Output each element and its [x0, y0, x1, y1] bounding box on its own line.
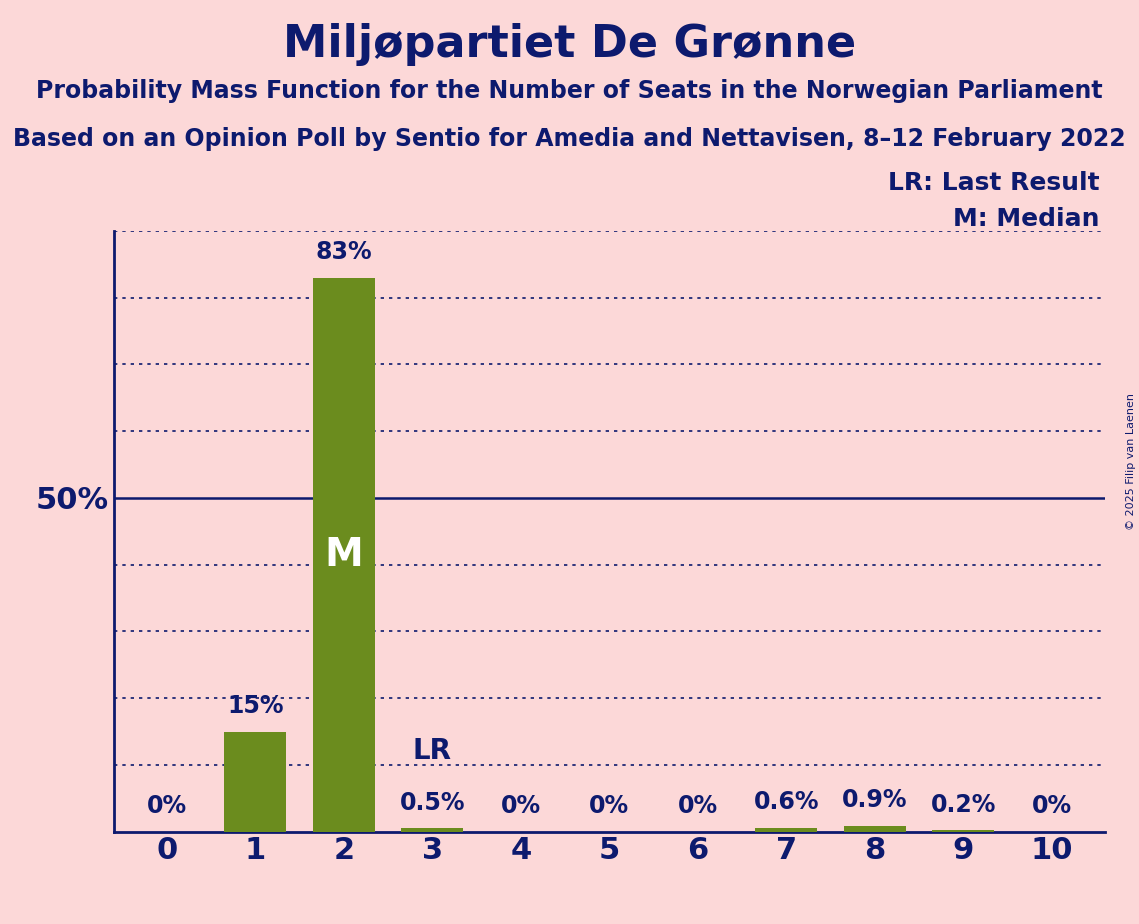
Bar — [313, 278, 375, 832]
Text: 0%: 0% — [147, 795, 187, 819]
Bar — [401, 828, 464, 832]
Text: © 2025 Filip van Laenen: © 2025 Filip van Laenen — [1126, 394, 1136, 530]
Text: 0%: 0% — [1032, 795, 1072, 819]
Bar — [224, 732, 286, 832]
Text: Based on an Opinion Poll by Sentio for Amedia and Nettavisen, 8–12 February 2022: Based on an Opinion Poll by Sentio for A… — [14, 127, 1125, 151]
Text: 83%: 83% — [316, 240, 372, 264]
Bar — [755, 828, 818, 832]
Text: LR: LR — [413, 736, 452, 765]
Text: 0%: 0% — [678, 795, 718, 819]
Text: Miljøpartiet De Grønne: Miljøpartiet De Grønne — [282, 23, 857, 67]
Text: 0%: 0% — [589, 795, 630, 819]
Text: 0.6%: 0.6% — [754, 790, 819, 814]
Text: 0.2%: 0.2% — [931, 793, 995, 817]
Bar — [933, 831, 994, 832]
Bar — [844, 826, 906, 832]
Text: 0.5%: 0.5% — [400, 791, 465, 815]
Text: 0.9%: 0.9% — [842, 788, 908, 812]
Text: 0%: 0% — [501, 795, 541, 819]
Text: 15%: 15% — [227, 694, 284, 718]
Text: LR: Last Result: LR: Last Result — [888, 171, 1100, 195]
Text: Probability Mass Function for the Number of Seats in the Norwegian Parliament: Probability Mass Function for the Number… — [36, 79, 1103, 103]
Text: M: Median: M: Median — [953, 207, 1100, 231]
Text: M: M — [325, 536, 363, 574]
